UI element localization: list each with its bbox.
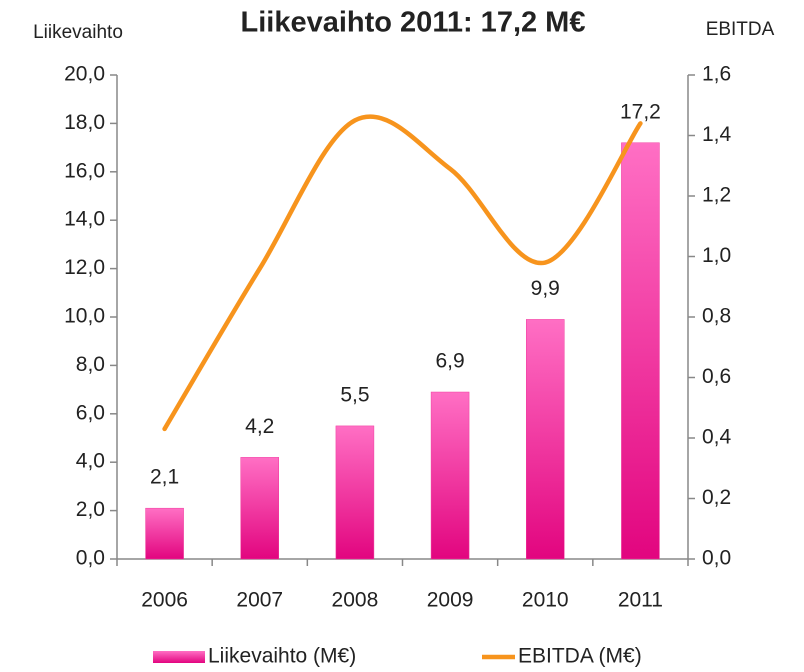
y2-axis-title: EBITDA: [706, 19, 775, 40]
bar: [240, 457, 279, 560]
data-label: 2,1: [150, 466, 179, 489]
bar: [621, 142, 660, 560]
y-tick-label: 16,0: [64, 159, 105, 182]
bar: [335, 425, 375, 560]
x-tick-label: 2010: [522, 589, 569, 612]
x-tick-label: 2007: [236, 589, 283, 612]
y-tick-label: 2,0: [76, 498, 105, 521]
bar: [526, 319, 565, 560]
y-tick-label: 12,0: [64, 256, 105, 279]
y-tick-label: 14,0: [64, 208, 105, 231]
y2-tick-label: 0,8: [702, 305, 731, 328]
x-tick-label: 2009: [427, 589, 474, 612]
y2-tick-label: 1,2: [702, 184, 731, 207]
y-tick-label: 0,0: [76, 547, 105, 570]
y2-tick-label: 1,0: [702, 244, 731, 267]
y2-tick-label: 0,6: [702, 365, 731, 388]
y-tick-label: 20,0: [64, 63, 105, 86]
y-tick-label: 4,0: [76, 450, 105, 473]
data-label: 6,9: [435, 350, 464, 373]
chart-title: Liikevaihto 2011: 17,2 M€: [241, 7, 586, 39]
x-tick-label: 2011: [618, 589, 663, 612]
y2-tick-label: 1,4: [702, 123, 732, 146]
legend-label: EBITDA (M€): [518, 645, 642, 668]
y2-tick-label: 0,0: [702, 547, 731, 570]
bar: [145, 507, 184, 560]
data-label: 4,2: [245, 415, 274, 438]
legend-swatch: [153, 651, 205, 663]
data-label: 17,2: [620, 100, 661, 123]
y2-tick-label: 1,6: [702, 63, 731, 86]
data-label: 9,9: [531, 277, 560, 300]
ebitda-line: [162, 114, 643, 432]
y-tick-label: 6,0: [76, 401, 105, 424]
x-tick-label: 2008: [332, 589, 379, 612]
bar: [430, 391, 470, 560]
y2-tick-label: 0,4: [702, 426, 732, 449]
y2-tick-label: 0,2: [702, 486, 731, 509]
legend-label: Liikevaihto (M€): [208, 645, 356, 668]
y-axis-title: Liikevaihto: [33, 22, 123, 43]
x-tick-label: 2006: [141, 589, 188, 612]
y-tick-label: 10,0: [64, 305, 105, 328]
data-label: 5,5: [340, 383, 369, 406]
y-tick-label: 18,0: [64, 111, 105, 134]
y-tick-label: 8,0: [76, 353, 105, 376]
